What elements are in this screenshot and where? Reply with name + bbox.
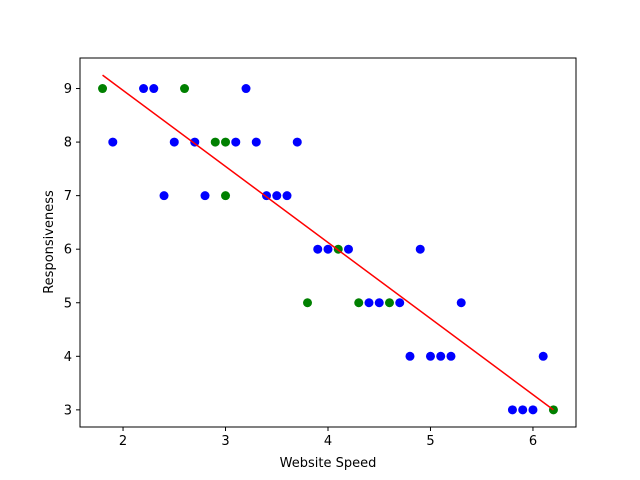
x-tick-label: 3: [221, 434, 229, 449]
y-tick-label: 5: [64, 296, 72, 311]
data-point: [292, 137, 302, 147]
y-tick-label: 4: [64, 350, 72, 365]
data-point: [456, 298, 466, 308]
data-point: [538, 351, 548, 361]
y-tick-label: 9: [64, 82, 72, 97]
x-tick-label: 4: [324, 434, 332, 449]
data-point: [221, 191, 231, 201]
x-tick-label: 6: [529, 434, 537, 449]
data-point: [190, 137, 200, 147]
y-tick-label: 8: [64, 136, 72, 151]
data-point: [169, 137, 179, 147]
trend-line: [102, 74, 554, 411]
data-point: [518, 405, 528, 415]
data-point: [210, 137, 220, 147]
data-point: [272, 191, 282, 201]
data-point: [313, 244, 323, 254]
data-point: [436, 351, 446, 361]
data-point: [180, 84, 190, 94]
data-point: [425, 351, 435, 361]
x-tick-label: 5: [426, 434, 434, 449]
data-point: [323, 244, 333, 254]
y-tick-label: 6: [64, 243, 72, 258]
data-point: [303, 298, 313, 308]
x-tick-label: 2: [119, 434, 127, 449]
y-axis-label: Responsiveness: [42, 190, 57, 294]
plot-marks: [98, 74, 558, 415]
data-point: [384, 298, 394, 308]
data-point: [343, 244, 353, 254]
data-point: [200, 191, 210, 201]
data-point: [149, 84, 159, 94]
y-axis-ticks: 3 4 5 6 7 8 9: [64, 82, 80, 418]
data-point: [528, 405, 538, 415]
data-point: [159, 191, 169, 201]
data-point: [354, 298, 364, 308]
y-tick-label: 7: [64, 189, 72, 204]
y-tick-label: 3: [64, 403, 72, 418]
data-point: [139, 84, 149, 94]
data-point: [241, 84, 251, 94]
data-point: [231, 137, 241, 147]
data-point: [374, 298, 384, 308]
data-point: [364, 298, 374, 308]
data-point: [282, 191, 292, 201]
data-point: [395, 298, 405, 308]
data-point: [221, 137, 231, 147]
data-point: [415, 244, 425, 254]
data-point: [507, 405, 517, 415]
x-axis-ticks: 2 3 4 5 6: [119, 427, 537, 449]
x-axis-label: Website Speed: [280, 456, 377, 471]
data-point: [251, 137, 261, 147]
data-point: [446, 351, 456, 361]
data-point: [405, 351, 415, 361]
data-point: [98, 84, 108, 94]
data-point: [108, 137, 118, 147]
